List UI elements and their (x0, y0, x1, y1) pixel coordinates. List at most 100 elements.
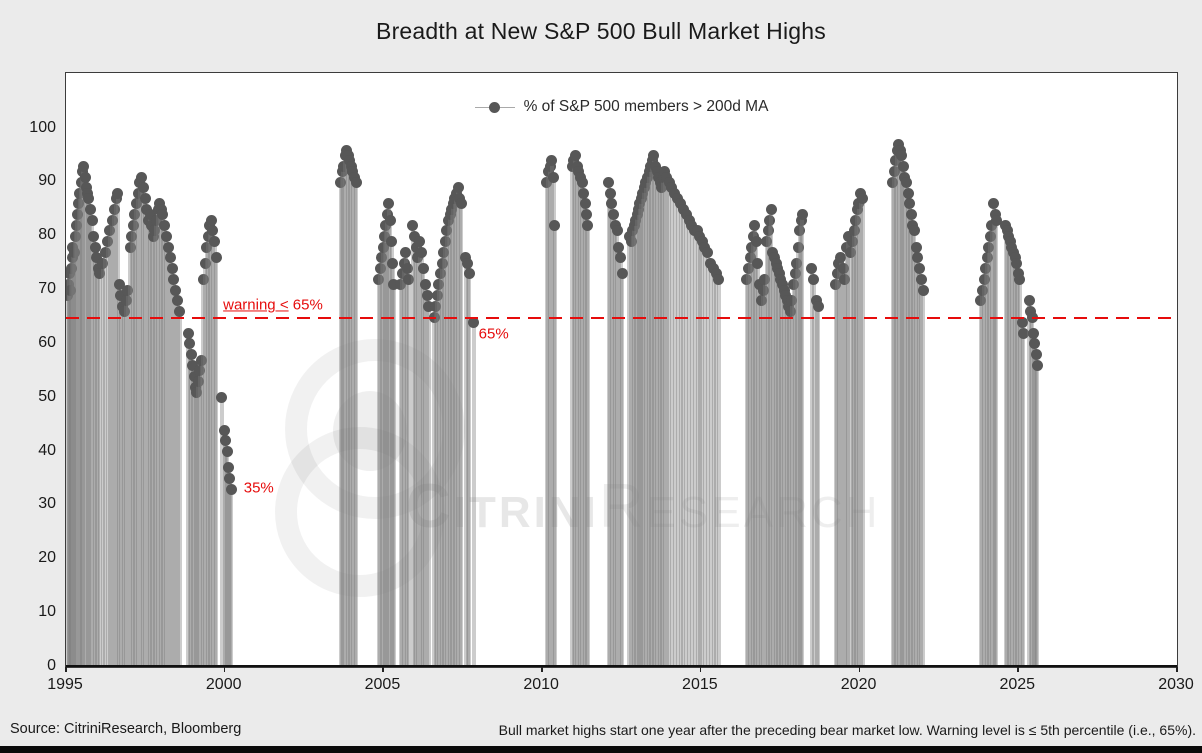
data-point-dot (765, 203, 777, 215)
data-point-stem (754, 241, 759, 667)
data-point-dot (702, 246, 714, 258)
data-point-dot (139, 193, 151, 205)
data-point-stem (896, 144, 901, 667)
data-point-stem (91, 236, 96, 667)
data-point-stem (352, 177, 357, 667)
data-point-dot (988, 198, 1000, 210)
data-point-stem (81, 166, 86, 667)
data-point-dot (137, 182, 149, 194)
legend-dot-icon (488, 101, 500, 113)
data-point-stem (444, 230, 449, 667)
data-point-stem (797, 230, 802, 667)
data-point-stem (609, 203, 614, 667)
data-point-dot (124, 241, 136, 253)
x-axis-label: 2020 (840, 676, 877, 693)
data-point-stem (695, 230, 700, 667)
data-point-stem (982, 279, 986, 667)
data-point-dot (410, 241, 422, 253)
warning-threshold-line (66, 317, 1177, 320)
data-point-stem (658, 182, 663, 667)
data-point-dot (400, 246, 412, 258)
data-point-dot (207, 225, 219, 237)
data-point-stem (782, 290, 787, 667)
data-point-dot (908, 225, 920, 237)
data-point-stem (672, 193, 677, 667)
x-axis-tick (1176, 667, 1178, 672)
data-point-stem (811, 279, 816, 667)
data-point-stem (383, 225, 388, 667)
data-point-stem (132, 214, 137, 667)
data-point-stem (785, 300, 790, 667)
data-point-dot (808, 273, 820, 285)
data-point-stem (166, 247, 171, 667)
data-point-dot (853, 198, 865, 210)
data-point-dot (216, 392, 228, 404)
data-point-stem (548, 166, 553, 667)
data-point-dot (174, 306, 186, 318)
data-point-dot (902, 187, 914, 199)
data-point-dot (439, 236, 451, 248)
data-point-stem (225, 451, 230, 667)
data-point-stem (755, 263, 760, 667)
x-axis-tick (223, 667, 226, 672)
data-point-stem (630, 230, 635, 667)
data-point-stem (157, 203, 162, 667)
data-point-stem (570, 166, 575, 667)
data-point-dot (225, 483, 237, 495)
data-point-dot (446, 203, 458, 215)
data-point-stem (978, 300, 983, 667)
data-point-dot (741, 273, 753, 285)
data-point-stem (748, 257, 753, 667)
data-point-stem (417, 241, 422, 667)
data-point-stem (571, 160, 576, 667)
data-point-dot (435, 268, 447, 280)
data-point-stem (620, 273, 625, 667)
data-point-dot (611, 225, 623, 237)
data-point-dot (129, 209, 141, 221)
data-point-stem (192, 376, 197, 667)
data-point-dot (1031, 359, 1043, 371)
data-point-dot (1028, 327, 1040, 339)
data-point-stem (421, 268, 426, 667)
data-point-stem (432, 317, 437, 667)
data-point-dot (127, 220, 139, 231)
data-point-stem (107, 230, 112, 667)
legend: % of S&P 500 members > 200d MA (66, 98, 1177, 116)
data-point-dot (113, 279, 125, 291)
data-point-dot (851, 203, 863, 215)
data-point-dot (468, 316, 480, 328)
data-point-stem (716, 279, 721, 667)
data-point-stem (1027, 300, 1032, 667)
data-point-stem (204, 247, 209, 667)
data-point-stem (669, 187, 674, 667)
data-point-stem (68, 290, 73, 667)
data-point-stem (378, 268, 383, 667)
data-point-stem (69, 268, 74, 667)
data-point-dot (789, 268, 801, 280)
data-point-stem (441, 252, 446, 667)
data-point-stem (177, 311, 182, 667)
data-point-stem (209, 220, 214, 667)
data-point-dot (122, 284, 134, 296)
data-point-stem (456, 187, 461, 667)
x-axis-tick (858, 667, 861, 672)
data-point-stem (193, 387, 198, 667)
data-point-dot (108, 203, 120, 215)
data-point-dot (172, 295, 184, 307)
data-point-stem (793, 273, 798, 667)
data-point-dot (1023, 295, 1035, 307)
data-point-dot (166, 263, 178, 275)
data-point-stem (991, 203, 996, 667)
data-point-stem (681, 209, 686, 667)
data-point-stem (97, 273, 102, 667)
data-point-stem (76, 203, 81, 667)
data-point-stem (647, 171, 652, 667)
data-point-dot (187, 359, 199, 371)
data-point-stem (77, 193, 82, 667)
data-point-stem (84, 187, 89, 667)
data-point-dot (126, 230, 138, 242)
data-point-stem (219, 397, 224, 667)
data-point-dot (89, 241, 101, 253)
data-point-stem (1008, 241, 1013, 667)
data-point-stem (86, 198, 91, 667)
